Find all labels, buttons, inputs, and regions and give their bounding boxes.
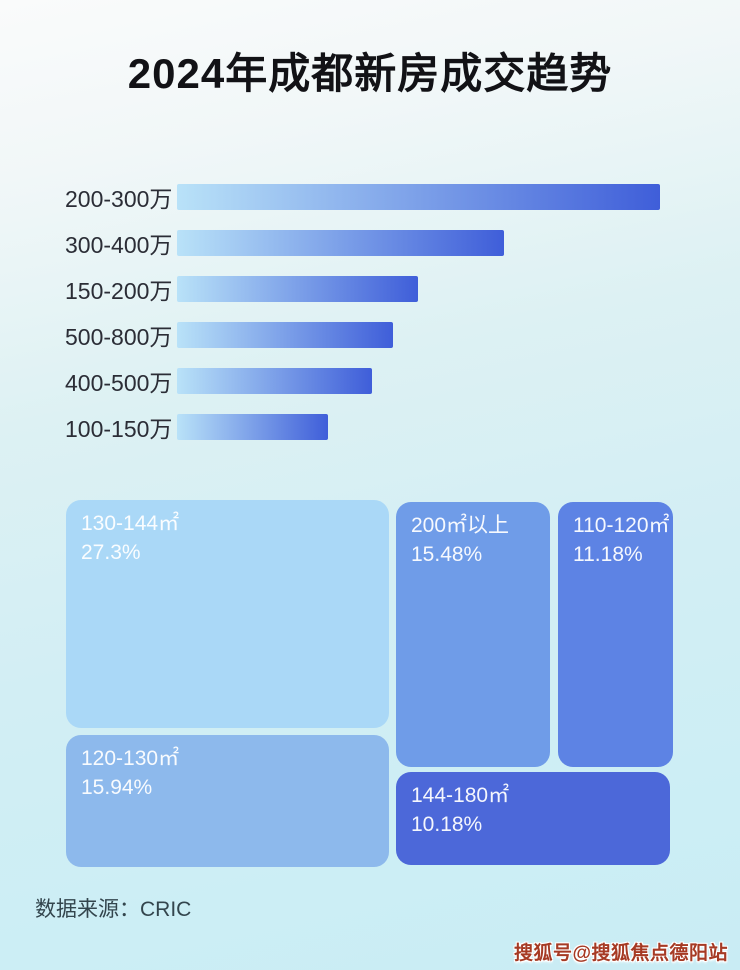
treemap-percent-value: 11.18% <box>573 542 643 566</box>
bar-category-label: 150-200万 <box>65 278 173 304</box>
treemap-area-label: 200㎡以上 <box>411 514 510 537</box>
bar-category-label: 300-400万 <box>65 232 173 258</box>
bar-category-label: 400-500万 <box>65 370 173 396</box>
treemap-block: 200㎡以上 15.48% <box>396 502 550 767</box>
treemap-area-label: 144-180㎡ <box>411 784 510 807</box>
data-source-label: 数据来源：CRIC <box>35 898 192 921</box>
bar-row: 150-200万 <box>65 276 675 304</box>
bar <box>177 368 372 394</box>
treemap-percent-value: 27.3% <box>81 540 141 564</box>
bar-row: 200-300万 <box>65 184 675 212</box>
treemap-block: 110-120㎡ 11.18% <box>558 502 673 767</box>
bar <box>177 414 328 440</box>
area-treemap: 130-144㎡ 27.3% 120-130㎡ 15.94% 200㎡以上 15.48% 1… <box>66 497 675 868</box>
treemap-block: 120-130㎡ 15.94% <box>66 735 389 867</box>
treemap-block: 130-144㎡ 27.3% <box>66 500 389 728</box>
bar <box>177 276 418 302</box>
watermark-text: 搜狐号@搜狐焦点德阳站 <box>513 943 728 964</box>
bar-category-label: 100-150万 <box>65 416 173 442</box>
treemap-area-label: 110-120㎡ <box>573 514 670 537</box>
bar <box>177 230 504 256</box>
price-bar-chart: 200-300万 300-400万 150-200万 500-800万 400-500万… <box>65 184 675 442</box>
page-title: 2024年成都新房成交趋势 <box>127 50 613 97</box>
bar-row: 400-500万 <box>65 368 675 396</box>
treemap-percent-value: 10.18% <box>411 812 483 836</box>
bar <box>177 184 660 210</box>
treemap-area-label: 130-144㎡ <box>81 512 180 535</box>
treemap-block: 144-180㎡ 10.18% <box>396 772 670 865</box>
bar-row: 500-800万 <box>65 322 675 350</box>
bar-category-label: 500-800万 <box>65 324 173 350</box>
bar-row: 100-150万 <box>65 414 675 442</box>
treemap-area-label: 120-130㎡ <box>81 747 180 770</box>
treemap-percent-value: 15.94% <box>81 775 153 799</box>
bar-category-label: 200-300万 <box>65 186 173 212</box>
treemap-percent-value: 15.48% <box>411 542 483 566</box>
bar <box>177 322 393 348</box>
bar-row: 300-400万 <box>65 230 675 258</box>
